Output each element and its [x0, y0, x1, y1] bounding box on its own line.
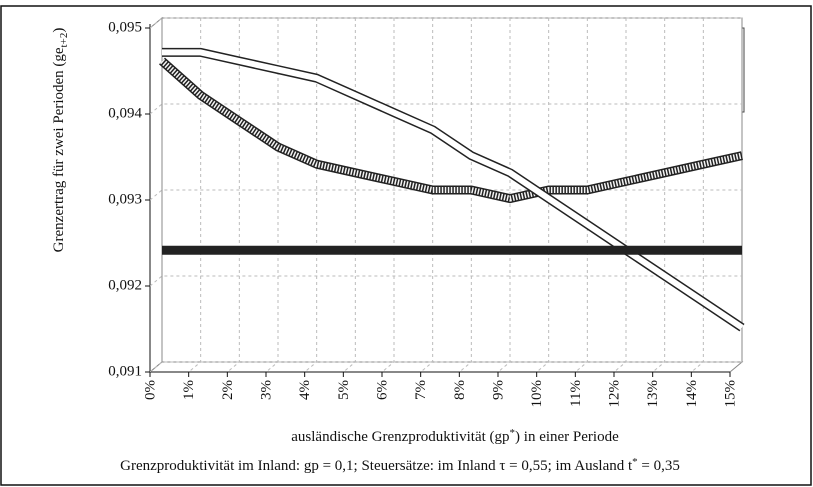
floor: [148, 361, 744, 373]
x-label-text: ausländische Grenzproduktivität (gp: [291, 429, 509, 445]
note-sup: *: [632, 456, 638, 468]
x-tick-label: 9%: [490, 380, 506, 400]
x-tick-label: 10%: [529, 380, 545, 408]
x-tick-label: 11%: [568, 380, 584, 407]
grid-line: [536, 18, 550, 373]
grid-line: [497, 18, 511, 373]
y-axis-label: Grenzertrag für zwei Perioden (get+2): [51, 28, 69, 253]
x-tick-label: 13%: [645, 380, 661, 408]
y-tick-label: 0,092: [108, 277, 142, 293]
grid-line: [691, 18, 704, 373]
grid-line: [227, 18, 240, 373]
grid-line: [575, 18, 588, 373]
grid-line: [652, 18, 666, 373]
x-tick-label: 2%: [220, 380, 236, 400]
x-label-end: ) in einer Periode: [515, 429, 619, 445]
x-tick-label: 12%: [606, 380, 622, 408]
note-text: Grenzproduktivität im Inland: gp = 0,1; …: [120, 458, 633, 474]
line-ribbon: [160, 58, 743, 202]
x-label-sup: *: [510, 427, 516, 439]
grid-line: [459, 18, 472, 373]
x-tick-label: 0%: [142, 380, 158, 400]
note-end: = 0,35: [638, 458, 680, 474]
grid-line: [343, 18, 356, 373]
y-label-text: Grenzertrag für zwei Perioden (ge: [51, 47, 67, 252]
y-tick-label: 0,091: [108, 363, 142, 379]
y-tick-label: 0,093: [108, 191, 142, 207]
x-tick-label: 8%: [452, 380, 468, 400]
grid-line: [265, 18, 279, 373]
x-tick-label: 6%: [374, 380, 390, 400]
x-tick-label: 4%: [297, 380, 313, 400]
x-tick-label: 7%: [413, 380, 429, 400]
y-tick-label: 0,094: [108, 105, 142, 121]
y-label-end: ): [51, 28, 67, 33]
frame: [0, 5, 812, 486]
x-tick-label: 1%: [181, 380, 197, 400]
y-tick-label: 0,095: [108, 19, 142, 35]
note: Grenzproduktivität im Inland: gp = 0,1; …: [120, 456, 680, 475]
x-tick-label: 5%: [336, 380, 352, 400]
y-label-sub: t+2: [58, 33, 70, 48]
x-tick-label: 14%: [684, 380, 700, 408]
grid-line: [188, 18, 202, 373]
grid-line: [613, 18, 627, 373]
x-tick-label: 15%: [722, 380, 738, 408]
line-ribbon: [162, 49, 744, 331]
x-axis-label: ausländische Grenzproduktivität (gp*) in…: [291, 427, 619, 446]
grid-line: [304, 18, 318, 373]
grid-line: [381, 18, 395, 373]
x-tick-label: 3%: [258, 380, 274, 400]
